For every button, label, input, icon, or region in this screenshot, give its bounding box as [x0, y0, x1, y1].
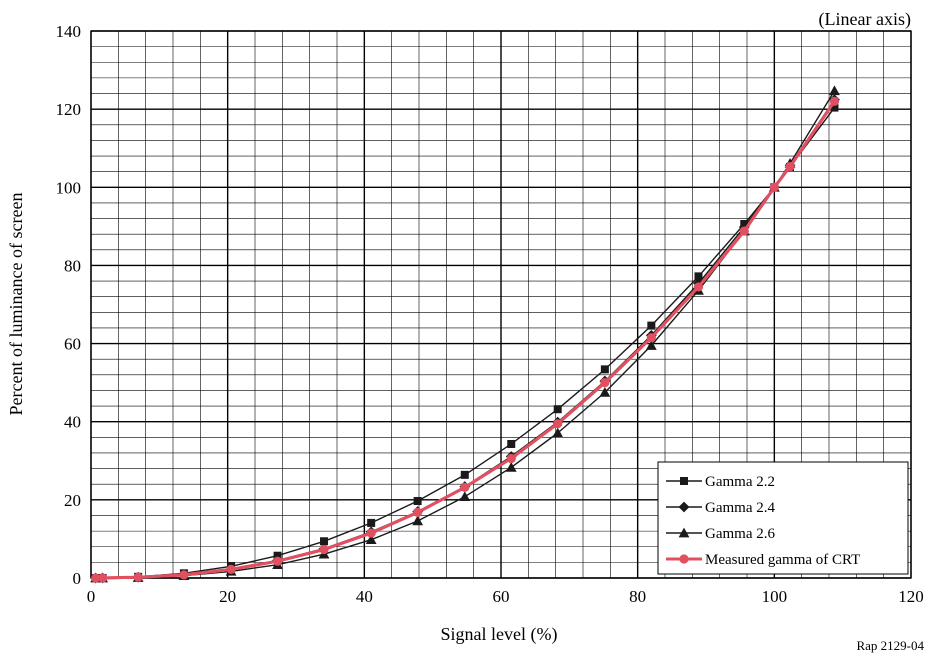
data-point-measured-gamma-of-crt: [91, 573, 101, 583]
data-point-gamma-2-6: [459, 491, 471, 502]
y-axis-title: Percent of luminance of screen: [6, 193, 26, 416]
legend-label-gamma-2-6: Gamma 2.6: [705, 526, 775, 542]
x-tick-label: 40: [356, 587, 373, 606]
data-point-measured-gamma-of-crt: [785, 161, 795, 172]
y-tick-label: 20: [64, 491, 81, 510]
y-tick-labels: 0 20 40 60 80 100 120 140: [56, 22, 82, 588]
y-tick-label: 120: [56, 100, 82, 119]
data-point-measured-gamma-of-crt: [133, 572, 143, 582]
x-tick-label: 80: [629, 587, 646, 606]
data-point-gamma-2-6: [552, 427, 564, 438]
data-point-gamma-2-2: [413, 497, 422, 506]
data-point-gamma-2-2: [507, 439, 516, 448]
data-point-measured-gamma-of-crt: [179, 570, 189, 580]
x-tick-label: 120: [898, 587, 924, 606]
data-point-measured-gamma-of-crt: [600, 378, 610, 388]
data-point-measured-gamma-of-crt: [98, 573, 108, 583]
y-tick-label: 60: [64, 335, 81, 354]
data-point-measured-gamma-of-crt: [226, 564, 236, 575]
legend-marker-gamma-2-4: [678, 501, 690, 513]
data-point-measured-gamma-of-crt: [366, 528, 376, 538]
x-tick-label: 20: [219, 587, 236, 606]
y-tick-label: 140: [56, 22, 82, 41]
x-axis-title: Signal level (%): [441, 624, 558, 645]
data-point-measured-gamma-of-crt: [829, 96, 840, 106]
legend-marker-gamma-2-2: [680, 477, 688, 485]
y-tick-label: 100: [56, 178, 82, 197]
data-point-gamma-2-2: [367, 518, 376, 527]
data-point-gamma-2-2: [553, 405, 562, 414]
data-point-gamma-2-2: [694, 272, 703, 281]
data-point-measured-gamma-of-crt: [506, 453, 516, 464]
legend-label-gamma-2-4: Gamma 2.4: [705, 500, 775, 516]
x-tick-labels: 0 20 40 60 80 100 120: [87, 587, 924, 606]
data-point-measured-gamma-of-crt: [739, 226, 749, 236]
data-point-measured-gamma-of-crt: [413, 507, 423, 517]
data-point-gamma-2-6: [365, 534, 377, 545]
axis-scale-note: (Linear axis): [819, 9, 911, 30]
data-point-gamma-2-6: [412, 515, 424, 526]
data-point-gamma-2-6: [829, 85, 840, 96]
figure-reference: Rap 2129-04: [856, 638, 924, 653]
data-point-measured-gamma-of-crt: [553, 419, 563, 429]
data-point-measured-gamma-of-crt: [693, 282, 704, 292]
y-tick-label: 40: [64, 413, 81, 432]
data-point-measured-gamma-of-crt: [769, 182, 779, 192]
data-point-gamma-2-2: [647, 321, 656, 330]
data-point-gamma-2-6: [505, 462, 517, 472]
data-point-gamma-2-2: [600, 365, 609, 374]
data-point-measured-gamma-of-crt: [646, 333, 656, 343]
x-tick-label: 100: [762, 587, 788, 606]
legend-marker-measured-gamma-of-crt: [679, 554, 689, 564]
data-point-gamma-2-2: [320, 537, 329, 546]
plot-frame: [90, 30, 912, 579]
legend-label-gamma-2-2: Gamma 2.2: [705, 474, 775, 490]
data-point-measured-gamma-of-crt: [319, 544, 329, 555]
data-point-gamma-2-2: [460, 470, 469, 479]
data-point-measured-gamma-of-crt: [460, 482, 470, 492]
legend-marker-gamma-2-6: [678, 527, 690, 538]
data-point-gamma-2-6: [599, 387, 611, 397]
y-tick-label: 0: [73, 569, 82, 588]
x-tick-label: 60: [493, 587, 510, 606]
data-point-gamma-2-6: [645, 340, 657, 350]
data-point-measured-gamma-of-crt: [272, 556, 283, 566]
legend-label-measured-gamma-of-crt: Measured gamma of CRT: [705, 552, 860, 568]
data-point-gamma-2-2: [830, 103, 839, 112]
x-tick-label: 0: [87, 587, 96, 606]
legend: Gamma 2.2 Gamma 2.4 Gamma 2.6 Measured gamm…: [657, 461, 909, 575]
y-tick-label: 80: [64, 256, 81, 275]
